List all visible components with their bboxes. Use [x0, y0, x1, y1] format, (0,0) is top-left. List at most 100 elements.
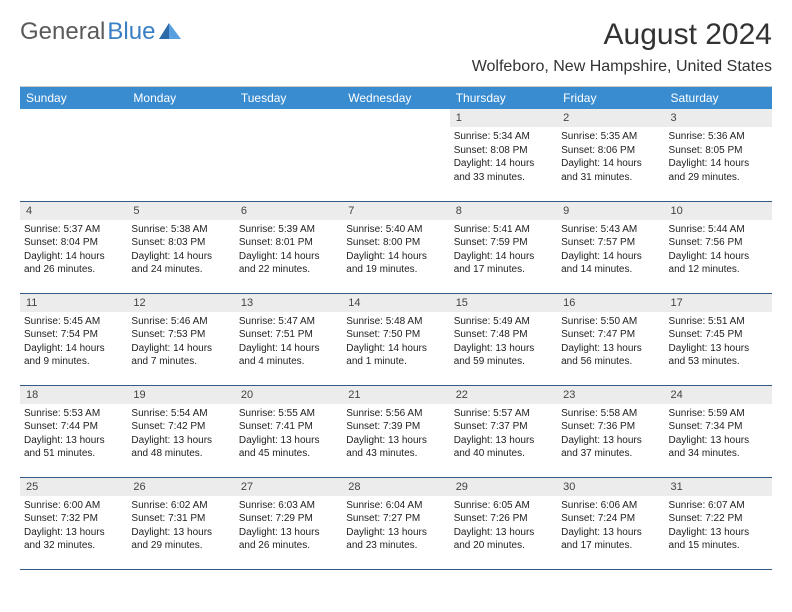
day-detail-line: and 29 minutes.	[131, 539, 230, 553]
day-detail-line: Sunrise: 5:40 AM	[346, 223, 445, 237]
day-detail-line: Sunrise: 5:50 AM	[561, 315, 660, 329]
day-detail-line: and 7 minutes.	[131, 355, 230, 369]
day-details: Sunrise: 5:56 AMSunset: 7:39 PMDaylight:…	[342, 404, 449, 463]
day-detail-line: and 26 minutes.	[24, 263, 123, 277]
day-detail-line: Sunrise: 5:56 AM	[346, 407, 445, 421]
day-detail-line: Sunset: 7:29 PM	[239, 512, 338, 526]
day-number: 2	[557, 109, 664, 127]
day-number: 12	[127, 294, 234, 312]
day-details: Sunrise: 5:39 AMSunset: 8:01 PMDaylight:…	[235, 220, 342, 279]
day-details: Sunrise: 5:34 AMSunset: 8:08 PMDaylight:…	[450, 127, 557, 186]
day-detail-line: Daylight: 13 hours	[24, 434, 123, 448]
calendar-table: SundayMondayTuesdayWednesdayThursdayFrid…	[20, 87, 772, 570]
day-detail-line: Sunset: 7:31 PM	[131, 512, 230, 526]
calendar-day-cell: 18 Sunrise: 5:53 AMSunset: 7:44 PMDayligh…	[20, 385, 127, 477]
calendar-page: GeneralBlue August 2024 Wolfeboro, New H…	[0, 0, 792, 580]
day-number: 13	[235, 294, 342, 312]
calendar-body: 1Sunrise: 5:34 AMSunset: 8:08 PMDaylight…	[20, 109, 772, 569]
day-details: Sunrise: 5:57 AMSunset: 7:37 PMDaylight:…	[450, 404, 557, 463]
day-number: 28	[342, 478, 449, 496]
day-details: Sunrise: 5:49 AMSunset: 7:48 PMDaylight:…	[450, 312, 557, 371]
header-right: August 2024 Wolfeboro, New Hampshire, Un…	[472, 18, 772, 82]
calendar-day-cell: 29Sunrise: 6:05 AMSunset: 7:26 PMDayligh…	[450, 477, 557, 569]
location-text: Wolfeboro, New Hampshire, United States	[472, 58, 772, 76]
day-detail-line: Sunrise: 5:44 AM	[669, 223, 768, 237]
day-details: Sunrise: 5:59 AMSunset: 7:34 PMDaylight:…	[665, 404, 772, 463]
logo-text-1: General	[20, 18, 105, 46]
calendar-day-cell: 11Sunrise: 5:45 AMSunset: 7:54 PMDayligh…	[20, 293, 127, 385]
day-detail-line: Sunrise: 5:41 AM	[454, 223, 553, 237]
day-number: 3	[665, 109, 772, 127]
day-detail-line: Sunrise: 5:59 AM	[669, 407, 768, 421]
day-details: Sunrise: 5:35 AMSunset: 8:06 PMDaylight:…	[557, 127, 664, 186]
day-detail-line: Sunrise: 5:49 AM	[454, 315, 553, 329]
day-detail-line: Daylight: 14 hours	[561, 157, 660, 171]
day-detail-line: Sunrise: 6:04 AM	[346, 499, 445, 513]
day-detail-line: and 37 minutes.	[561, 447, 660, 461]
day-detail-line: Daylight: 14 hours	[561, 250, 660, 264]
calendar-day-cell: 5Sunrise: 5:38 AMSunset: 8:03 PMDaylight…	[127, 201, 234, 293]
day-detail-line: and 29 minutes.	[669, 171, 768, 185]
day-detail-line: Sunset: 7:39 PM	[346, 420, 445, 434]
day-detail-line: Daylight: 14 hours	[454, 157, 553, 171]
day-detail-line: and 20 minutes.	[454, 539, 553, 553]
day-detail-line: and 33 minutes.	[454, 171, 553, 185]
day-details: Sunrise: 5:48 AMSunset: 7:50 PMDaylight:…	[342, 312, 449, 371]
calendar-day-cell: 27Sunrise: 6:03 AMSunset: 7:29 PMDayligh…	[235, 477, 342, 569]
day-number: 24	[665, 386, 772, 404]
day-detail-line: Sunrise: 5:48 AM	[346, 315, 445, 329]
day-number: 29	[450, 478, 557, 496]
calendar-day-cell: 4Sunrise: 5:37 AMSunset: 8:04 PMDaylight…	[20, 201, 127, 293]
calendar-day-cell: 23Sunrise: 5:58 AMSunset: 7:36 PMDayligh…	[557, 385, 664, 477]
day-detail-line: Sunrise: 5:53 AM	[24, 407, 123, 421]
day-number: 16	[557, 294, 664, 312]
day-number: 1	[450, 109, 557, 127]
day-detail-line: Sunset: 7:48 PM	[454, 328, 553, 342]
day-details: Sunrise: 6:00 AMSunset: 7:32 PMDaylight:…	[20, 496, 127, 555]
day-detail-line: Sunset: 7:53 PM	[131, 328, 230, 342]
calendar-day-cell: 10Sunrise: 5:44 AMSunset: 7:56 PMDayligh…	[665, 201, 772, 293]
day-detail-line: Sunrise: 5:55 AM	[239, 407, 338, 421]
calendar-day-cell: 1Sunrise: 5:34 AMSunset: 8:08 PMDaylight…	[450, 109, 557, 201]
calendar-day-cell: 12Sunrise: 5:46 AMSunset: 7:53 PMDayligh…	[127, 293, 234, 385]
day-detail-line: Sunset: 7:51 PM	[239, 328, 338, 342]
logo-text-2: Blue	[107, 18, 155, 46]
header-row: GeneralBlue August 2024 Wolfeboro, New H…	[20, 18, 772, 82]
day-detail-line: and 12 minutes.	[669, 263, 768, 277]
day-detail-line: Sunrise: 5:43 AM	[561, 223, 660, 237]
calendar-day-cell: 24Sunrise: 5:59 AMSunset: 7:34 PMDayligh…	[665, 385, 772, 477]
day-number: 18	[20, 386, 127, 404]
day-detail-line: Daylight: 14 hours	[24, 250, 123, 264]
day-detail-line: Sunrise: 6:06 AM	[561, 499, 660, 513]
day-number: 26	[127, 478, 234, 496]
day-detail-line: Daylight: 14 hours	[131, 342, 230, 356]
day-detail-line: Sunrise: 5:39 AM	[239, 223, 338, 237]
calendar-day-cell: 21Sunrise: 5:56 AMSunset: 7:39 PMDayligh…	[342, 385, 449, 477]
day-number: 27	[235, 478, 342, 496]
day-detail-line: Sunset: 7:41 PM	[239, 420, 338, 434]
day-detail-line: Sunrise: 6:05 AM	[454, 499, 553, 513]
day-detail-line: Sunrise: 6:07 AM	[669, 499, 768, 513]
calendar-day-cell: 30Sunrise: 6:06 AMSunset: 7:24 PMDayligh…	[557, 477, 664, 569]
day-detail-line: Sunrise: 5:38 AM	[131, 223, 230, 237]
day-detail-line: Daylight: 14 hours	[239, 342, 338, 356]
day-detail-line: Sunset: 7:44 PM	[24, 420, 123, 434]
day-detail-line: and 4 minutes.	[239, 355, 338, 369]
calendar-day-cell: 31Sunrise: 6:07 AMSunset: 7:22 PMDayligh…	[665, 477, 772, 569]
day-detail-line: Sunset: 8:06 PM	[561, 144, 660, 158]
day-header-cell: Monday	[127, 87, 234, 109]
day-detail-line: Daylight: 13 hours	[669, 342, 768, 356]
day-detail-line: Sunset: 8:08 PM	[454, 144, 553, 158]
day-detail-line: Daylight: 13 hours	[454, 526, 553, 540]
calendar-day-cell: 15Sunrise: 5:49 AMSunset: 7:48 PMDayligh…	[450, 293, 557, 385]
day-detail-line: and 45 minutes.	[239, 447, 338, 461]
day-detail-line: Daylight: 13 hours	[561, 434, 660, 448]
calendar-day-cell: 8Sunrise: 5:41 AMSunset: 7:59 PMDaylight…	[450, 201, 557, 293]
day-number: 6	[235, 202, 342, 220]
day-detail-line: Daylight: 14 hours	[346, 342, 445, 356]
day-detail-line: Daylight: 13 hours	[454, 342, 553, 356]
day-header-cell: Saturday	[665, 87, 772, 109]
day-number: 25	[20, 478, 127, 496]
calendar-week-row: 11Sunrise: 5:45 AMSunset: 7:54 PMDayligh…	[20, 293, 772, 385]
day-detail-line: and 34 minutes.	[669, 447, 768, 461]
